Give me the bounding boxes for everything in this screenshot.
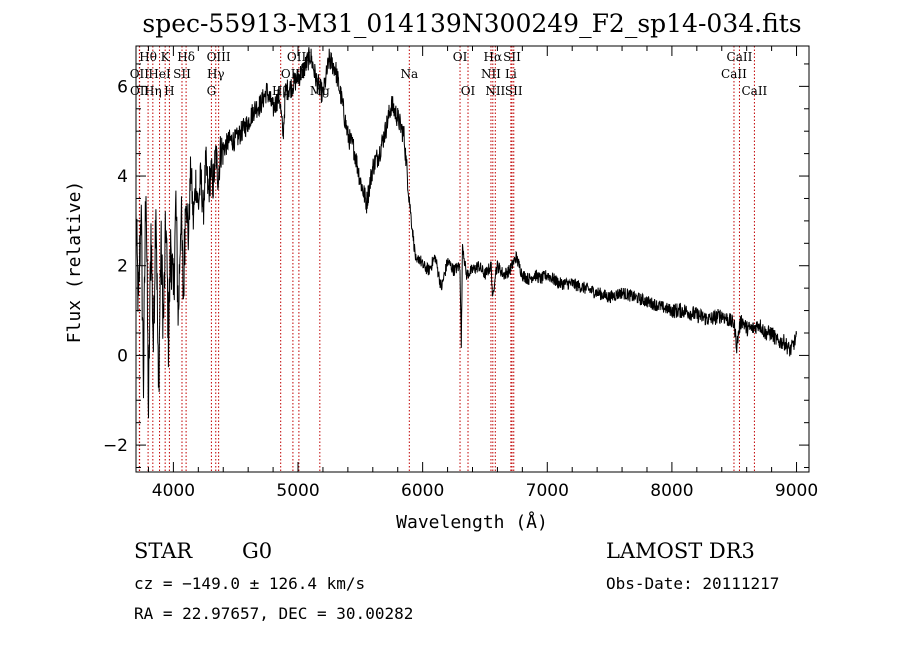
coordinates-readout: RA = 22.97657, DEC = 30.00282 — [134, 604, 413, 623]
y-tick-label: −2 — [103, 436, 128, 456]
x-tick-label: 9000 — [775, 481, 818, 501]
spectral-line-markers — [138, 46, 755, 472]
object-type: STAR — [134, 539, 193, 563]
line-marker-label: Hδ — [177, 50, 195, 64]
redshift-readout: cz = −149.0 ± 126.4 km/s — [134, 574, 365, 593]
line-marker-label: SII — [503, 50, 521, 64]
object-subclass: G0 — [242, 539, 272, 563]
line-marker-label: Hα — [484, 50, 503, 64]
line-marker-label: OII — [130, 67, 150, 81]
plot-frame — [135, 45, 810, 473]
line-marker-label: CaII — [741, 84, 767, 98]
line-marker-label: H — [164, 84, 174, 98]
spectrum-line — [135, 47, 797, 419]
y-tick-label: 2 — [117, 257, 128, 277]
line-marker-label: K — [161, 50, 171, 64]
line-marker-label: CaII — [727, 50, 753, 64]
observation-date: Obs-Date: 20111217 — [606, 574, 779, 593]
x-axis-label: Wavelength (Å) — [396, 511, 548, 533]
line-marker-label: Li — [505, 67, 517, 81]
x-tick-label: 8000 — [650, 481, 693, 501]
x-axis-ticks: 4000 5000 6000 7000 8000 9000 — [147, 46, 818, 501]
line-marker-label: G — [207, 84, 217, 98]
y-axis-label: Flux (relative) — [64, 181, 85, 344]
x-tick-label: 5000 — [276, 481, 319, 501]
chart-title: spec-55913-M31_014139N300249_F2_sp14-034… — [142, 9, 801, 38]
line-marker-label: OI — [461, 84, 476, 98]
y-axis-ticks: −2 0 2 4 6 — [103, 63, 809, 469]
y-tick-label: 6 — [117, 77, 128, 97]
line-marker-label: OI — [453, 50, 468, 64]
y-tick-label: 4 — [117, 167, 128, 187]
y-tick-label: 0 — [117, 346, 128, 366]
line-marker-label: Hγ — [207, 67, 225, 81]
x-tick-label: 6000 — [401, 481, 444, 501]
survey-name: LAMOST DR3 — [606, 539, 755, 563]
x-tick-label: 4000 — [152, 481, 195, 501]
line-marker-label: NII — [485, 84, 505, 98]
line-marker-label: Hθ — [139, 50, 157, 64]
line-marker-label: CaII — [721, 67, 747, 81]
line-marker-label: OIII — [207, 50, 231, 64]
line-marker-label: OII — [130, 84, 150, 98]
line-marker-label: NII — [481, 67, 501, 81]
line-marker-label: SII — [173, 67, 191, 81]
line-marker-label: HeI — [148, 67, 171, 81]
x-tick-label: 7000 — [526, 481, 569, 501]
line-marker-label: SII — [505, 84, 523, 98]
line-marker-label: Na — [400, 67, 418, 81]
line-marker-label: Hη — [144, 84, 162, 98]
